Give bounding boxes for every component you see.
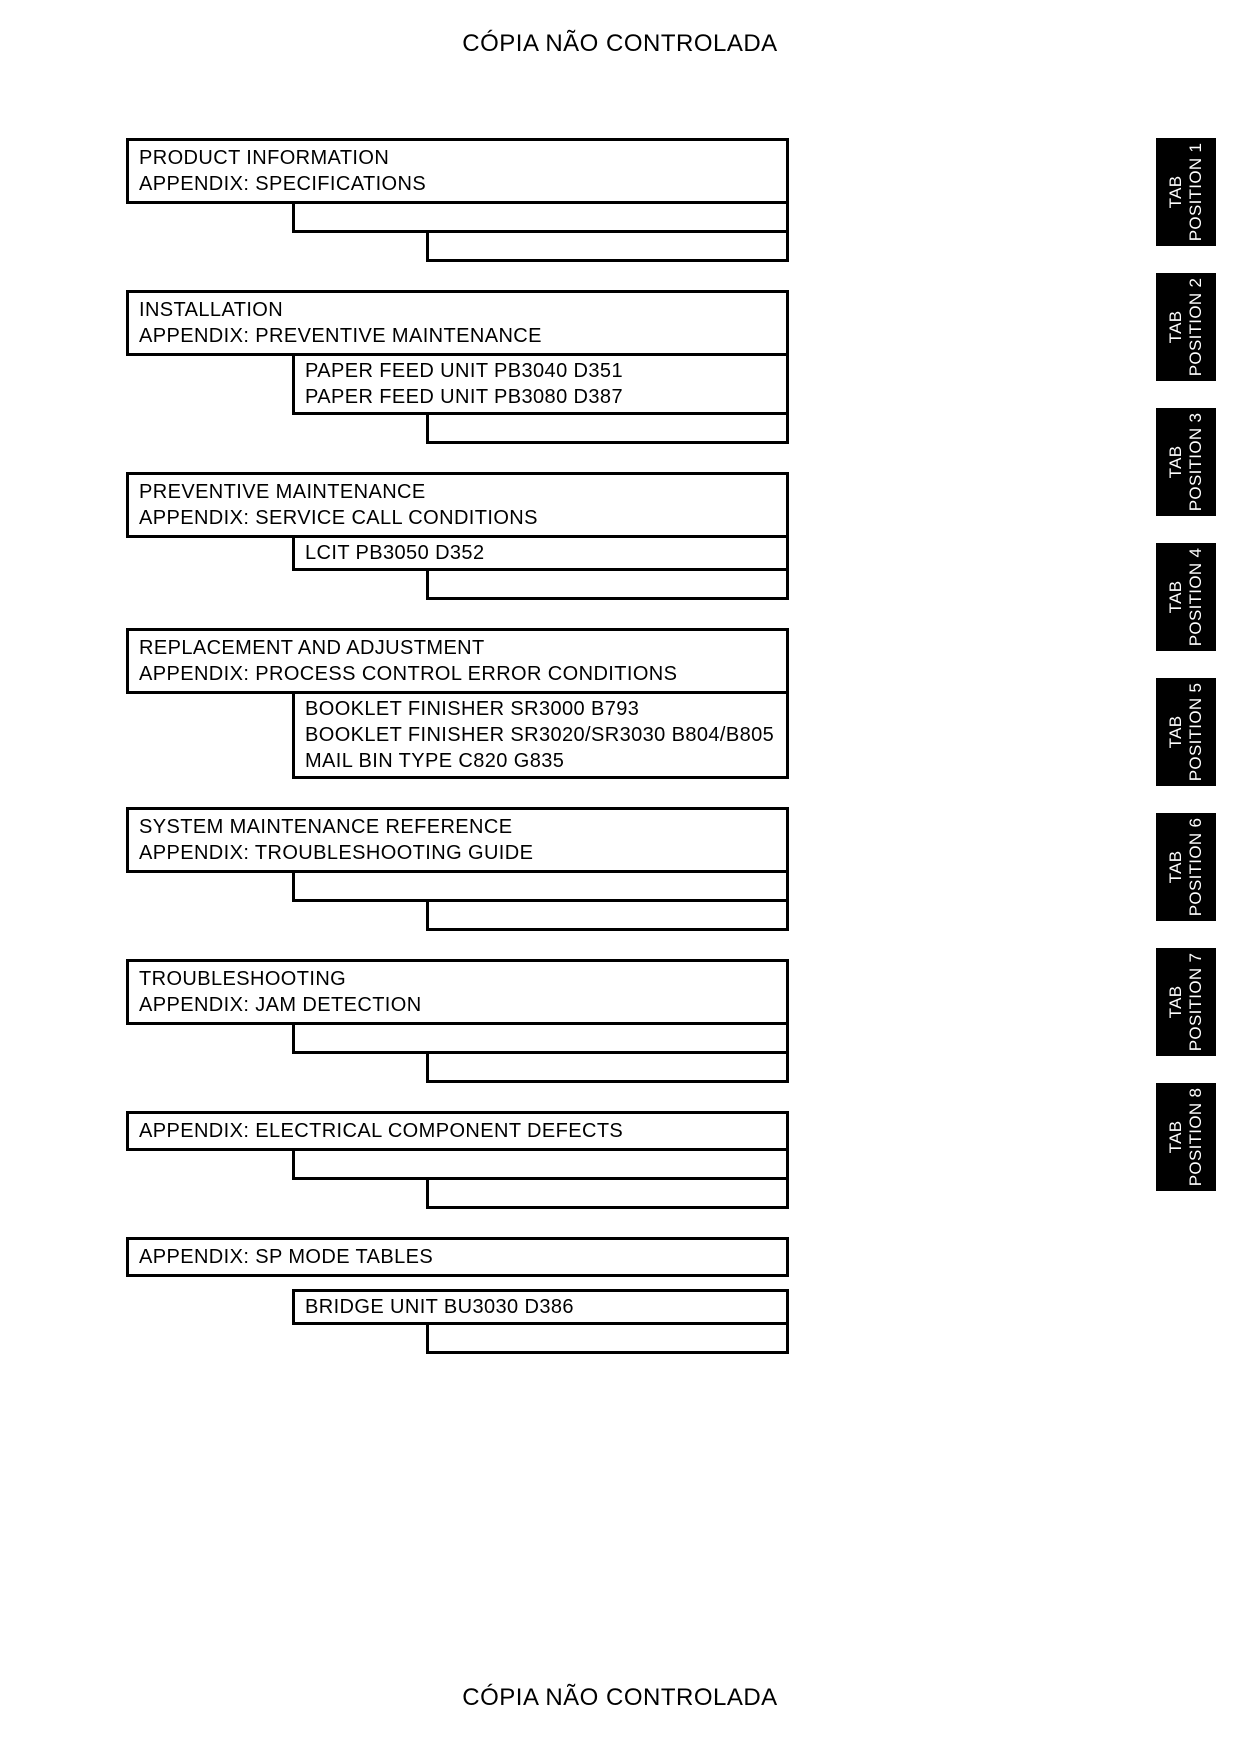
section-8: APPENDIX: SP MODE TABLES BRIDGE UNIT BU30… bbox=[126, 1237, 886, 1354]
tab-position-5: TABPOSITION 5 bbox=[1156, 678, 1216, 786]
section-sub-line: LCIT PB3050 D352 bbox=[305, 540, 778, 566]
section-title-box: APPENDIX: SP MODE TABLES bbox=[126, 1237, 789, 1277]
tab-label-line2: POSITION 7 bbox=[1186, 953, 1206, 1051]
section-3: PREVENTIVE MAINTENANCEAPPENDIX: SERVICE … bbox=[126, 472, 886, 600]
tab-label-line2: POSITION 6 bbox=[1186, 818, 1206, 916]
section-sub-box: BOOKLET FINISHER SR3000 B793BOOKLET FINI… bbox=[292, 691, 789, 779]
section-sub-box bbox=[292, 1022, 789, 1054]
tab-label: TABPOSITION 1 bbox=[1166, 143, 1206, 241]
section-sub-box: LCIT PB3050 D352 bbox=[292, 535, 789, 571]
section-tail-box bbox=[426, 1051, 789, 1083]
section-title-line1: APPENDIX: SP MODE TABLES bbox=[139, 1244, 778, 1270]
tab-position-7: TABPOSITION 7 bbox=[1156, 948, 1216, 1056]
tab-label-line1: TAB bbox=[1166, 953, 1186, 1051]
section-title-line2: APPENDIX: PREVENTIVE MAINTENANCE bbox=[139, 323, 778, 349]
tab-position-2: TABPOSITION 2 bbox=[1156, 273, 1216, 381]
section-sub-box bbox=[292, 1148, 789, 1180]
section-title-line2: APPENDIX: JAM DETECTION bbox=[139, 992, 778, 1018]
footer-watermark: CÓPIA NÃO CONTROLADA bbox=[0, 1684, 1240, 1712]
tab-label-line1: TAB bbox=[1166, 413, 1186, 511]
section-tail-box bbox=[426, 568, 789, 600]
section-tail-box bbox=[426, 412, 789, 444]
section-title-box: TROUBLESHOOTINGAPPENDIX: JAM DETECTION bbox=[126, 959, 789, 1025]
tab-label-line1: TAB bbox=[1166, 818, 1186, 916]
section-title-line2: APPENDIX: TROUBLESHOOTING GUIDE bbox=[139, 840, 778, 866]
section-sub-box bbox=[292, 201, 789, 233]
tab-position-4: TABPOSITION 4 bbox=[1156, 543, 1216, 651]
section-sub-line: BRIDGE UNIT BU3030 D386 bbox=[305, 1294, 778, 1320]
tab-position-1: TABPOSITION 1 bbox=[1156, 138, 1216, 246]
page: CÓPIA NÃO CONTROLADA PRODUCT INFORMATION… bbox=[0, 0, 1240, 1754]
section-title-line1: INSTALLATION bbox=[139, 297, 778, 323]
tab-label: TABPOSITION 6 bbox=[1166, 818, 1206, 916]
tab-label: TABPOSITION 8 bbox=[1166, 1088, 1206, 1186]
section-title-box: INSTALLATIONAPPENDIX: PREVENTIVE MAINTEN… bbox=[126, 290, 789, 356]
content-column: PRODUCT INFORMATIONAPPENDIX: SPECIFICATI… bbox=[126, 138, 886, 1382]
section-title-line1: TROUBLESHOOTING bbox=[139, 966, 778, 992]
section-tail-box bbox=[426, 899, 789, 931]
tab-label: TABPOSITION 7 bbox=[1166, 953, 1206, 1051]
tab-label-line1: TAB bbox=[1166, 683, 1186, 781]
section-title-line1: APPENDIX: ELECTRICAL COMPONENT DEFECTS bbox=[139, 1118, 778, 1144]
tab-label-line1: TAB bbox=[1166, 1088, 1186, 1186]
section-title-line1: SYSTEM MAINTENANCE REFERENCE bbox=[139, 814, 778, 840]
tab-label: TABPOSITION 4 bbox=[1166, 548, 1206, 646]
section-sub-box bbox=[292, 870, 789, 902]
section-title-line1: PRODUCT INFORMATION bbox=[139, 145, 778, 171]
section-tail-box bbox=[426, 1322, 789, 1354]
section-title-box: PREVENTIVE MAINTENANCEAPPENDIX: SERVICE … bbox=[126, 472, 789, 538]
section-sub-line: BOOKLET FINISHER SR3020/SR3030 B804/B805 bbox=[305, 722, 778, 748]
section-title-box: PRODUCT INFORMATIONAPPENDIX: SPECIFICATI… bbox=[126, 138, 789, 204]
header-watermark: CÓPIA NÃO CONTROLADA bbox=[0, 30, 1240, 58]
tab-label-line1: TAB bbox=[1166, 143, 1186, 241]
tab-position-6: TABPOSITION 6 bbox=[1156, 813, 1216, 921]
section-5: SYSTEM MAINTENANCE REFERENCEAPPENDIX: TR… bbox=[126, 807, 886, 931]
tab-position-8: TABPOSITION 8 bbox=[1156, 1083, 1216, 1191]
section-sub-line: PAPER FEED UNIT PB3080 D387 bbox=[305, 384, 778, 410]
section-title-box: SYSTEM MAINTENANCE REFERENCEAPPENDIX: TR… bbox=[126, 807, 789, 873]
section-title-line2: APPENDIX: SERVICE CALL CONDITIONS bbox=[139, 505, 778, 531]
section-title-box: REPLACEMENT AND ADJUSTMENTAPPENDIX: PROC… bbox=[126, 628, 789, 694]
section-2: INSTALLATIONAPPENDIX: PREVENTIVE MAINTEN… bbox=[126, 290, 886, 444]
tab-label-line2: POSITION 2 bbox=[1186, 278, 1206, 376]
section-title-line2: APPENDIX: PROCESS CONTROL ERROR CONDITIO… bbox=[139, 661, 778, 687]
section-title-line1: PREVENTIVE MAINTENANCE bbox=[139, 479, 778, 505]
section-7: APPENDIX: ELECTRICAL COMPONENT DEFECTS bbox=[126, 1111, 886, 1209]
tab-position-3: TABPOSITION 3 bbox=[1156, 408, 1216, 516]
tab-label-line2: POSITION 3 bbox=[1186, 413, 1206, 511]
tab-label-line2: POSITION 5 bbox=[1186, 683, 1206, 781]
section-sub-line: MAIL BIN TYPE C820 G835 bbox=[305, 748, 778, 774]
section-title-box: APPENDIX: ELECTRICAL COMPONENT DEFECTS bbox=[126, 1111, 789, 1151]
section-1: PRODUCT INFORMATIONAPPENDIX: SPECIFICATI… bbox=[126, 138, 886, 262]
section-6: TROUBLESHOOTINGAPPENDIX: JAM DETECTION bbox=[126, 959, 886, 1083]
tab-label-line1: TAB bbox=[1166, 278, 1186, 376]
section-sub-line: PAPER FEED UNIT PB3040 D351 bbox=[305, 358, 778, 384]
tab-label-line1: TAB bbox=[1166, 548, 1186, 646]
tab-label: TABPOSITION 5 bbox=[1166, 683, 1206, 781]
tab-label-line2: POSITION 4 bbox=[1186, 548, 1206, 646]
section-tail-box bbox=[426, 230, 789, 262]
tab-label: TABPOSITION 3 bbox=[1166, 413, 1206, 511]
section-sub-box: PAPER FEED UNIT PB3040 D351PAPER FEED UN… bbox=[292, 353, 789, 415]
section-tail-box bbox=[426, 1177, 789, 1209]
tab-label: TABPOSITION 2 bbox=[1166, 278, 1206, 376]
section-sub-box: BRIDGE UNIT BU3030 D386 bbox=[292, 1289, 789, 1325]
section-title-line2: APPENDIX: SPECIFICATIONS bbox=[139, 171, 778, 197]
section-sub-line: BOOKLET FINISHER SR3000 B793 bbox=[305, 696, 778, 722]
tabs-column: TABPOSITION 1TABPOSITION 2TABPOSITION 3T… bbox=[1156, 138, 1216, 1218]
section-title-line1: REPLACEMENT AND ADJUSTMENT bbox=[139, 635, 778, 661]
section-4: REPLACEMENT AND ADJUSTMENTAPPENDIX: PROC… bbox=[126, 628, 886, 779]
tab-label-line2: POSITION 1 bbox=[1186, 143, 1206, 241]
tab-label-line2: POSITION 8 bbox=[1186, 1088, 1206, 1186]
